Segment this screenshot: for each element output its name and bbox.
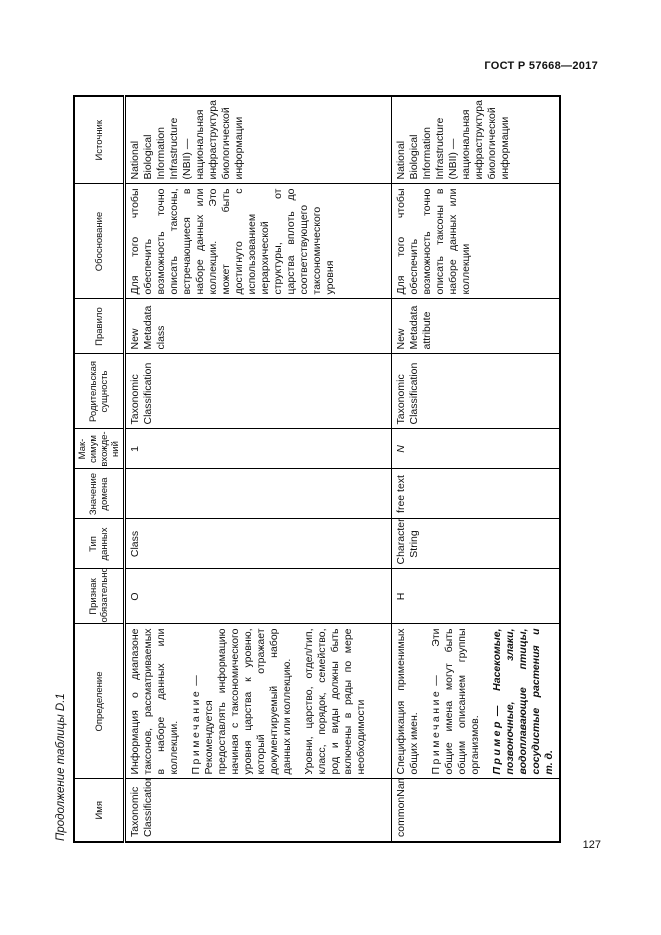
cell-name: commonName [391,779,560,842]
example-label: Пример [491,719,503,775]
definition-example: Пример— Насекомые, позвоночные, злаки, в… [491,629,556,775]
page-number: 127 [582,839,601,851]
col-header-source: Источник [74,96,125,184]
metadata-elements-table: Имя Определение Признак обязательности Т… [73,95,561,843]
cell-parent-entity: Taxonomic Classification [391,354,560,429]
note-label: Примечание [430,688,442,775]
cell-rule: New Metadata attribute [391,299,560,354]
definition-text: Спецификация применимых общих имен. [395,628,420,775]
table-header-row: Имя Определение Признак обязательности Т… [74,96,125,842]
definition-text: Информация о диапазоне таксонов, рассмат… [129,628,180,775]
cell-obligation: Н [391,569,560,624]
col-header-rule: Правило [74,299,125,354]
col-header-obligation: Признак обязательности [74,569,125,624]
col-header-definition: Определение [74,624,125,779]
cell-rationale: Для того чтобы обеспечить возможность то… [124,184,392,299]
document-code: ГОСТ Р 57668—2017 [484,60,598,72]
col-header-data-type: Тип данных [74,519,125,569]
table-row-taxonomic-classification: Taxonomic Classification Информация о ди… [124,96,392,842]
col-header-max-occurrence: Мак­симум вхожде­ний [74,429,125,469]
cell-name: Taxonomic Classification [124,779,392,842]
col-header-parent-entity: Родительская сущность [74,354,125,429]
cell-definition: Информация о диапазоне таксонов, рассмат… [124,624,392,779]
cell-domain-value: free text [391,469,560,519]
table-row-commonname: commonName Спецификация применимых общих… [391,96,560,842]
col-header-domain-value: Значение домена [74,469,125,519]
cell-domain-value [124,469,392,519]
cell-max-occurrence: N [391,429,560,469]
col-header-name: Имя [74,779,125,842]
cell-max-occurrence: 1 [124,429,392,469]
cell-rule: New Metadata class [124,299,392,354]
definition-note: Примечание— Эти общие имена могут быть о… [430,629,482,775]
table-caption: Продолжение таблицы D.1 [55,693,67,841]
cell-obligation: О [124,569,392,624]
cell-data-type: Class [124,519,392,569]
cell-source: National Biological Information Infrastr… [391,96,560,184]
definition-note: Примечание— Рекомендуется предоставлять … [190,629,294,775]
rotated-table-block: Продолжение таблицы D.1 Имя Определение … [55,95,561,843]
cell-rationale: Для того чтобы обеспечить возможность то… [391,184,560,299]
definition-extra: Уровни, царство, отдел/тип, класс, поряд… [303,628,367,775]
cell-data-type: Character String [391,519,560,569]
cell-source: National Biological Information Infrastr… [124,96,392,184]
cell-parent-entity: Taxonomic Classification [124,354,392,429]
note-label: Примечание [190,688,202,775]
note-body: — Рекомендуется предоставлять информацию… [190,628,293,775]
cell-definition: Спецификация применимых общих имен. Прим… [391,624,560,779]
col-header-rationale: Обоснование [74,184,125,299]
